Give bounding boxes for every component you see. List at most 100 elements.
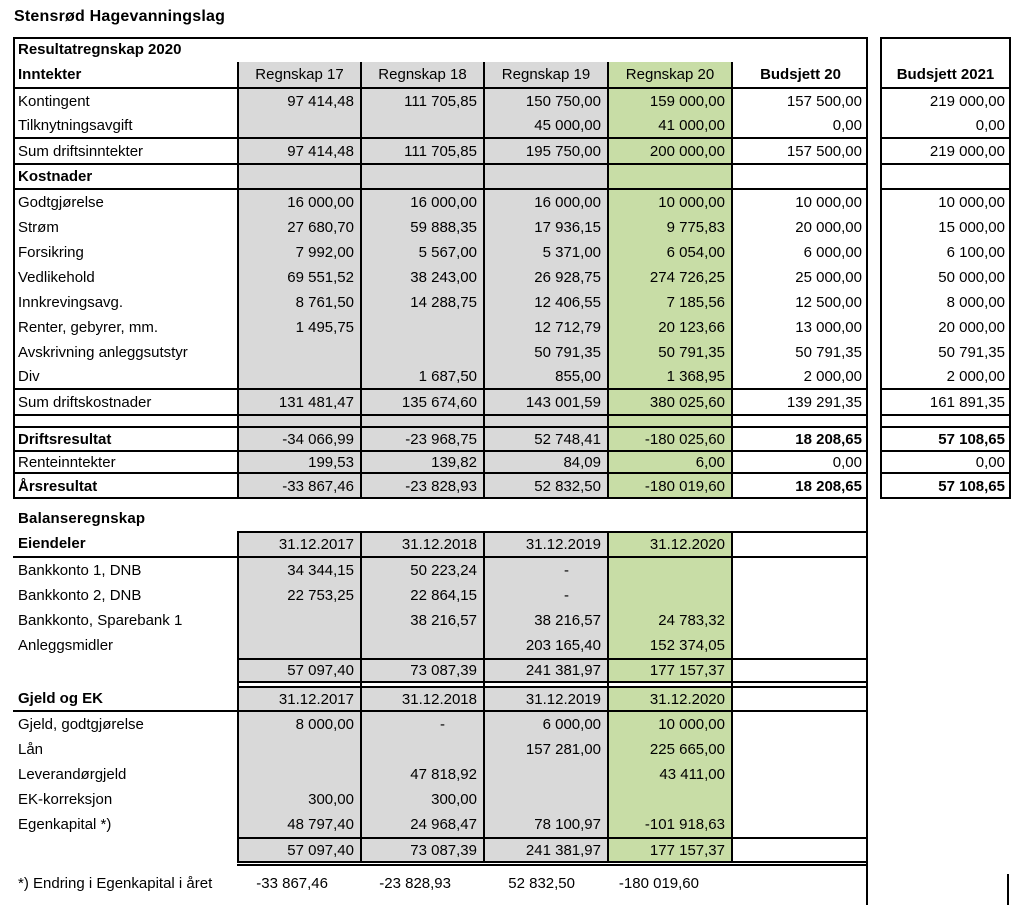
column-header: 31.12.2019 <box>483 531 607 558</box>
empty-cell <box>731 762 868 787</box>
cell-value: 18 208,65 <box>731 474 868 499</box>
cell-value <box>237 114 360 139</box>
cell-value: 12 500,00 <box>731 290 868 315</box>
column-header: Budsjett 20 <box>731 62 868 89</box>
cell-value <box>607 583 731 608</box>
cell-value: 10 000,00 <box>731 190 868 215</box>
total-value: 57 097,40 <box>237 658 360 683</box>
cell-value <box>607 787 731 812</box>
empty-cell <box>731 558 868 583</box>
column-gap <box>868 265 880 290</box>
cell-value: 111 705,85 <box>360 89 483 114</box>
empty-cell <box>731 633 868 658</box>
cell-value <box>483 165 607 190</box>
cell-value <box>731 165 868 190</box>
row-label: Strøm <box>18 219 59 236</box>
cell-value: 6 000,00 <box>731 240 868 265</box>
cell-value: 16 000,00 <box>360 190 483 215</box>
cell-value <box>483 416 607 428</box>
cell-value: - <box>483 583 607 608</box>
divider-cell <box>483 863 607 866</box>
footnote-value: -23 828,93 <box>379 874 451 892</box>
row-label: Inntekter <box>13 62 237 89</box>
cell-value: 38 216,57 <box>483 608 607 633</box>
cell-value: 57 108,65 <box>880 428 1011 452</box>
cell-value: 22 753,25 <box>237 583 360 608</box>
cell-value: 20 000,00 <box>731 215 868 240</box>
row-label: Gjeld og EK <box>13 686 237 712</box>
balance-sheet-title: Balanseregnskap <box>18 510 146 527</box>
cell-value: 20 000,00 <box>938 319 1005 336</box>
cell-value: 6 000,00 <box>483 712 607 737</box>
income-statement-title: Resultatregnskap 2020 <box>18 41 182 58</box>
column-header: 31.12.2018 <box>360 531 483 558</box>
cell-value: 157 281,00 <box>483 737 607 762</box>
row-label: Renteinntekter <box>13 452 237 474</box>
column-header: 31.12.2018 <box>360 686 483 712</box>
cell-value <box>360 315 483 340</box>
cell-value: 9 775,83 <box>607 215 731 240</box>
cell-value: 274 726,25 <box>607 265 731 290</box>
cell-value: 1 495,75 <box>237 315 360 340</box>
cell-value: 157 500,00 <box>731 139 868 165</box>
column-header: Budsjett 2021 <box>880 62 1011 89</box>
column-header: Regnskap 20 <box>607 62 731 89</box>
row-label: Driftsresultat <box>13 428 237 452</box>
cell-value: 0,00 <box>880 452 1011 474</box>
cell-value: -101 918,63 <box>607 812 731 837</box>
cell-value: 219 000,00 <box>929 93 1005 110</box>
row-label <box>13 658 237 683</box>
cell-value: 225 665,00 <box>607 737 731 762</box>
cell-value: 131 481,47 <box>237 390 360 416</box>
cell-value: 41 000,00 <box>607 114 731 139</box>
divider-cell <box>731 683 868 686</box>
column-gap <box>868 290 880 315</box>
empty-cell <box>731 686 868 712</box>
cell-value: 157 500,00 <box>731 89 868 114</box>
cell-value: 45 000,00 <box>483 114 607 139</box>
cell-value: - <box>483 558 607 583</box>
cell-value <box>237 762 360 787</box>
row-label: Avskrivning anleggsutstyr <box>18 344 188 361</box>
cell-value <box>483 787 607 812</box>
cell-value <box>731 416 868 428</box>
row-label: Div <box>13 365 237 390</box>
row-label: Gjeld, godtgjørelse <box>18 716 144 733</box>
row-label: Bankkonto, Sparebank 1 <box>18 612 183 629</box>
total-value: 73 087,39 <box>360 837 483 863</box>
column-header: 31.12.2020 <box>607 531 731 558</box>
divider-cell <box>360 683 483 686</box>
column-header: 31.12.2020 <box>607 686 731 712</box>
footnote-label: *) Endring i Egenkapital i året <box>18 874 213 892</box>
cell-value: 2 000,00 <box>880 365 1011 390</box>
cell-value: 25 000,00 <box>731 265 868 290</box>
cell-value: 50 791,35 <box>731 340 868 365</box>
cell-value: 199,53 <box>237 452 360 474</box>
cell-value: 10 000,00 <box>607 190 731 215</box>
cell-value: 159 000,00 <box>607 89 731 114</box>
cell-value: 8 761,50 <box>237 290 360 315</box>
cell-value <box>237 340 360 365</box>
row-label: Godtgjørelse <box>18 194 104 211</box>
cell-value: 59 888,35 <box>360 215 483 240</box>
cell-value: 52 748,41 <box>483 428 607 452</box>
cell-value <box>607 416 731 428</box>
cell-value: 43 411,00 <box>607 762 731 787</box>
cell-value: 47 818,92 <box>360 762 483 787</box>
balance-sheet-table: Eiendeler 31.12.2017 31.12.2018 31.12.2019 3… <box>13 531 868 866</box>
cell-value: 57 108,65 <box>938 478 1005 495</box>
footnote-value: -180 019,60 <box>618 874 699 892</box>
footnote-row: *) Endring i Egenkapital i året -33 867,4… <box>13 870 868 896</box>
divider-cell <box>237 863 360 866</box>
cell-value: 18 208,65 <box>731 428 868 452</box>
empty-cell <box>731 712 868 737</box>
row-label: Kostnader <box>13 165 237 190</box>
cell-value: 27 680,70 <box>237 215 360 240</box>
empty-cell <box>731 658 868 683</box>
empty-cell <box>731 812 868 837</box>
column-gap <box>868 37 880 62</box>
cell-value: 143 001,59 <box>483 390 607 416</box>
cell-value <box>237 165 360 190</box>
cell-value: 97 414,48 <box>237 89 360 114</box>
cell-value <box>360 114 483 139</box>
